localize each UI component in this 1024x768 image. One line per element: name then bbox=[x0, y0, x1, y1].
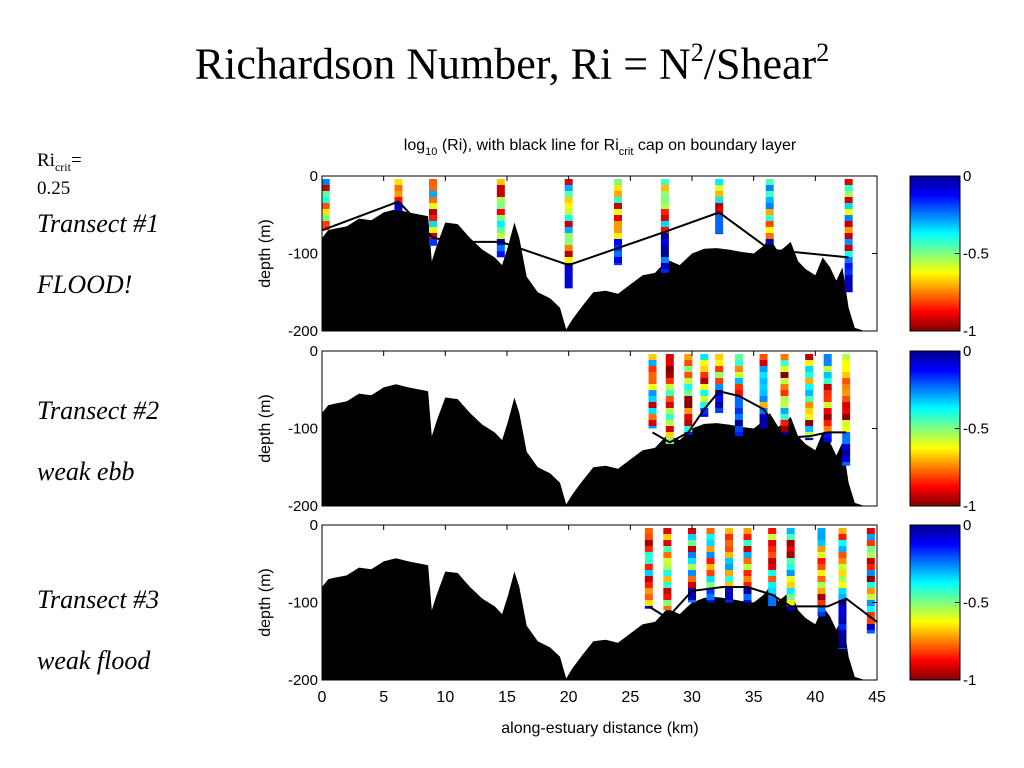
transect-2-label: Transect #2 bbox=[37, 396, 160, 425]
ri-crit-prefix: Ri bbox=[37, 150, 55, 171]
colorbar-tick-label: 0 bbox=[963, 168, 971, 185]
ri-profile-6 bbox=[614, 179, 622, 266]
title-main: Richardson Number, Ri = N bbox=[194, 39, 691, 89]
ri-profile-8 bbox=[715, 179, 724, 235]
slide-title: Richardson Number, Ri = N2/Shear2 bbox=[0, 39, 1024, 89]
colorbar-tick-label: -0.5 bbox=[963, 246, 989, 263]
x-tick-label: 45 bbox=[868, 689, 886, 706]
y-tick-label: -200 bbox=[288, 672, 318, 689]
y-tick-label: -200 bbox=[288, 323, 318, 340]
y-tick-label: -100 bbox=[288, 421, 318, 438]
chart-title: log10 (Ri), with black line for Ricrit c… bbox=[404, 137, 797, 158]
ri-profile-8 bbox=[786, 528, 795, 611]
y-tick-label: 0 bbox=[310, 168, 318, 185]
x-tick-label: 0 bbox=[318, 689, 327, 706]
bathymetry-area bbox=[322, 558, 877, 680]
ri-crit-line bbox=[651, 390, 847, 444]
ri-profile-11 bbox=[842, 354, 851, 466]
colorbar-tick-label: 0 bbox=[963, 343, 971, 360]
colorbar bbox=[909, 524, 961, 681]
ri-profile-4 bbox=[706, 528, 715, 603]
x-axis-label: along-estuary distance (km) bbox=[501, 720, 698, 737]
y-axis-label: depth (m) bbox=[257, 568, 274, 636]
y-axis-label: depth (m) bbox=[257, 219, 274, 287]
ri-profile-10 bbox=[838, 528, 847, 649]
title-mid: /Shear bbox=[703, 39, 817, 89]
colorbar-tick-label: -1 bbox=[963, 672, 976, 689]
ri-profile-2 bbox=[665, 354, 674, 444]
ri-profile-7 bbox=[660, 179, 669, 273]
ri-crit-sub: crit bbox=[54, 159, 71, 174]
transect-3-condition: weak flood bbox=[37, 646, 151, 675]
ri-profile-1 bbox=[648, 354, 657, 429]
y-tick-label: 0 bbox=[310, 517, 318, 534]
ri-profile-5 bbox=[725, 528, 733, 603]
x-tick-label: 5 bbox=[379, 689, 388, 706]
colorbar-tick-label: -1 bbox=[963, 498, 976, 515]
colorbar-tick-label: -0.5 bbox=[963, 595, 989, 612]
ri-profile-8 bbox=[780, 354, 789, 435]
ri-profile-10 bbox=[844, 179, 853, 293]
ri-profile-3 bbox=[429, 179, 437, 246]
y-tick-label: -200 bbox=[288, 498, 318, 515]
transect-2-condition: weak ebb bbox=[37, 457, 135, 486]
ri-profile-7 bbox=[759, 354, 768, 429]
colorbar bbox=[909, 350, 961, 507]
ri-profile-2 bbox=[394, 179, 403, 211]
ri-profile-3 bbox=[684, 354, 693, 435]
transect-1-condition: FLOOD! bbox=[37, 270, 133, 299]
ri-profile-4 bbox=[496, 179, 505, 258]
x-tick-label: 20 bbox=[560, 689, 578, 706]
y-tick-label: -100 bbox=[288, 246, 318, 263]
colorbar-tick-label: -1 bbox=[963, 323, 976, 340]
ri-profile-6 bbox=[743, 528, 752, 603]
ri-profile-1 bbox=[644, 528, 653, 609]
panel-1: 0 -100 -200 depth (m) 0 -0.5 -1 bbox=[257, 168, 989, 340]
x-tick-label: 40 bbox=[806, 689, 824, 706]
ri-profile-11 bbox=[866, 528, 875, 634]
y-tick-label: 0 bbox=[310, 343, 318, 360]
panel-3: 0 -100 -200 depth (m) 0 -0.5 -1 bbox=[257, 517, 989, 689]
y-axis-label: depth (m) bbox=[257, 394, 274, 462]
ri-profile-10 bbox=[823, 354, 832, 443]
ri-profile-2 bbox=[663, 528, 672, 611]
x-tick-label: 25 bbox=[621, 689, 639, 706]
ri-profile-5 bbox=[715, 354, 724, 413]
ri-crit-note: Ricrit= 0.25 bbox=[37, 150, 82, 199]
ri-crit-suffix: = bbox=[70, 150, 82, 171]
ri-profile-5 bbox=[564, 179, 573, 289]
ri-crit-line bbox=[321, 200, 849, 267]
ri-profile-4 bbox=[700, 354, 709, 417]
title-sup-1: 2 bbox=[690, 38, 704, 67]
y-tick-label: -100 bbox=[288, 595, 318, 612]
transect-1-label: Transect #1 bbox=[37, 209, 160, 238]
ri-profile-9 bbox=[817, 528, 826, 617]
transect-3-label: Transect #3 bbox=[37, 585, 160, 614]
x-tick-label: 30 bbox=[683, 689, 701, 706]
colorbar-tick-label: 0 bbox=[963, 517, 971, 534]
ri-profile-6 bbox=[734, 354, 743, 437]
panel-2: 0 -100 -200 depth (m) 0 -0.5 -1 bbox=[257, 343, 989, 515]
colorbar-tick-label: -0.5 bbox=[963, 421, 989, 438]
ri-profile-9 bbox=[805, 354, 814, 441]
ri-profile-7 bbox=[768, 528, 777, 607]
ri-profile-9 bbox=[765, 179, 774, 245]
x-tick-label: 10 bbox=[436, 689, 454, 706]
ri-profile-1 bbox=[321, 179, 330, 231]
ri-crit-value: 0.25 bbox=[37, 177, 71, 199]
title-sup-2: 2 bbox=[816, 38, 830, 67]
ri-crit-line bbox=[648, 586, 878, 623]
bathymetry-area bbox=[322, 209, 877, 331]
bathymetry-area bbox=[322, 384, 877, 506]
x-tick-label: 15 bbox=[498, 689, 516, 706]
x-tick-label: 35 bbox=[745, 689, 763, 706]
colorbar bbox=[909, 175, 961, 332]
